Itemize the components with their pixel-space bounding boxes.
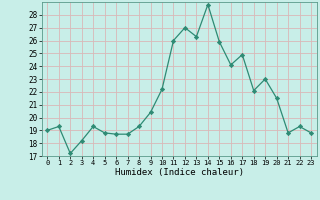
X-axis label: Humidex (Indice chaleur): Humidex (Indice chaleur) [115, 168, 244, 177]
